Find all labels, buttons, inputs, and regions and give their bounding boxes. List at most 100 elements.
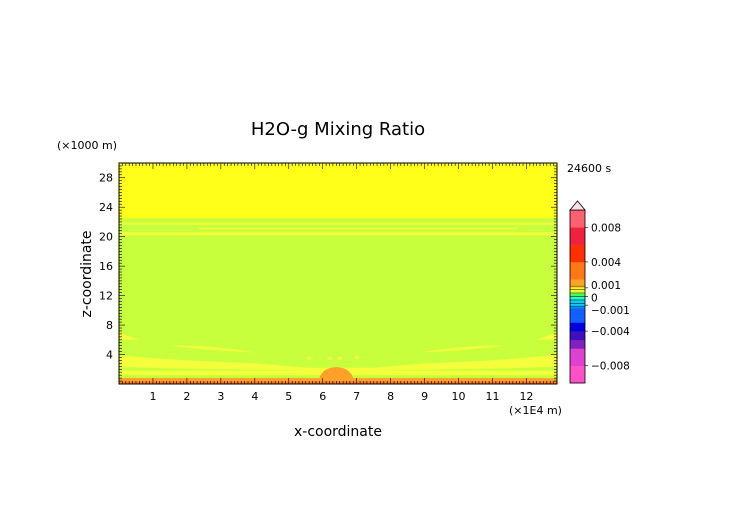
x-tick-label: 2	[183, 390, 190, 403]
chart-title: H2O-g Mixing Ratio	[251, 119, 425, 140]
colorbar-segment	[570, 233, 585, 237]
colorbar-segment	[570, 253, 585, 257]
colorbar-segment	[570, 267, 585, 271]
colorbar-segment	[570, 319, 585, 323]
colorbar-segment	[570, 308, 585, 312]
colorbar-arrow	[569, 200, 586, 211]
colorbar-segment	[570, 270, 585, 274]
field-band	[119, 222, 557, 225]
colorbar-label: 0.008	[591, 222, 621, 234]
y-tick-label: 28	[99, 172, 113, 185]
colorbar-segment	[570, 215, 585, 219]
x-tick-label: 9	[421, 390, 428, 403]
field-band	[199, 227, 517, 230]
x-tick-label: 3	[217, 390, 224, 403]
field-inner-strip	[119, 367, 557, 371]
colorbar-label: −0.008	[591, 361, 630, 373]
y-unit-label: (×1000 m)	[57, 139, 117, 152]
colorbar-segment	[570, 342, 585, 346]
y-tick-label: 4	[106, 349, 113, 362]
y-axis-label: z-coordinate	[79, 230, 95, 317]
colorbar-segment	[570, 362, 585, 366]
colorbar-segment	[570, 348, 585, 352]
colorbar-segment	[570, 221, 585, 225]
field-surface-core	[119, 381, 557, 384]
field-crescent	[169, 345, 255, 353]
colorbar-segment	[570, 336, 585, 341]
colorbar-segment	[570, 345, 585, 349]
x-tick-label: 10	[452, 390, 466, 403]
field-surface-layer	[119, 378, 557, 384]
field-dot	[337, 356, 342, 361]
colorbar-segment	[570, 256, 585, 260]
colorbar-segment	[570, 377, 585, 381]
colorbar-segment	[570, 282, 585, 286]
colorbar-segment	[570, 235, 585, 240]
colorbar-segment	[570, 273, 585, 277]
field-dot	[354, 355, 359, 360]
x-tick-label: 1	[149, 390, 156, 403]
colorbar-label: −0.001	[591, 305, 630, 317]
colorbar-segment	[570, 279, 585, 283]
colorbar-segment	[570, 224, 585, 228]
colorbar-label: −0.004	[591, 326, 630, 338]
colorbar-segment	[570, 310, 585, 315]
y-tick-label: 8	[106, 319, 113, 332]
colorbar-segment	[570, 313, 585, 317]
colorbar-segment	[570, 238, 585, 243]
colorbar-segment	[570, 241, 585, 245]
colorbar-segment	[570, 351, 585, 355]
colorbar-segment	[570, 325, 585, 329]
colorbar-segment	[570, 284, 585, 289]
time-label: 24600 s	[567, 162, 611, 175]
colorbar-segment	[570, 244, 585, 248]
colorbar-segment	[570, 368, 585, 372]
field-lobe	[536, 332, 557, 340]
colorbar-segment	[570, 210, 585, 214]
colorbar-segment	[570, 299, 585, 303]
colorbar-segment	[570, 333, 585, 338]
colorbar-segment	[570, 354, 585, 358]
colorbar-label: 0.004	[591, 257, 621, 269]
colorbar-segment	[570, 374, 585, 378]
colorbar-segment	[570, 365, 585, 369]
field-upper-layer	[119, 163, 557, 219]
y-tick-label: 20	[99, 231, 113, 244]
colorbar-segment	[570, 339, 585, 343]
field-crescent	[421, 345, 507, 353]
y-tick-label: 16	[99, 260, 113, 273]
x-tick-label: 8	[387, 390, 394, 403]
colorbar-segment	[570, 264, 585, 268]
colorbar-segment	[570, 359, 585, 364]
colorbar-label: 0	[591, 293, 598, 305]
colorbar-segment	[570, 380, 585, 384]
colorbar-segment	[570, 328, 585, 332]
field-dot	[307, 356, 311, 361]
colorbar-segment	[570, 302, 585, 306]
contour-field	[119, 163, 557, 384]
colorbar-segment	[570, 357, 585, 361]
x-axis-label: x-coordinate	[294, 424, 382, 440]
field-lobe	[119, 332, 140, 340]
colorbar-segment	[570, 322, 585, 326]
colorbar-segment	[570, 212, 585, 217]
colorbar-segment	[570, 247, 585, 251]
colorbar-segment	[570, 331, 585, 335]
colorbar-segment	[570, 218, 585, 222]
colorbar-segment	[570, 227, 585, 231]
colorbar-segment	[570, 296, 585, 300]
colorbar-segment	[570, 261, 585, 266]
y-tick-label: 12	[99, 290, 113, 303]
colorbar-segment	[570, 250, 585, 254]
x-tick-label: 12	[519, 390, 533, 403]
colorbar-segment	[570, 276, 585, 280]
colorbar-label: 0.001	[591, 280, 621, 292]
colorbar-segment	[570, 371, 585, 375]
plot-frame	[118, 162, 558, 385]
colorbar-segment	[570, 259, 585, 263]
field-band	[119, 232, 557, 236]
colorbar-segment	[570, 316, 585, 320]
x-tick-label: 4	[251, 390, 258, 403]
